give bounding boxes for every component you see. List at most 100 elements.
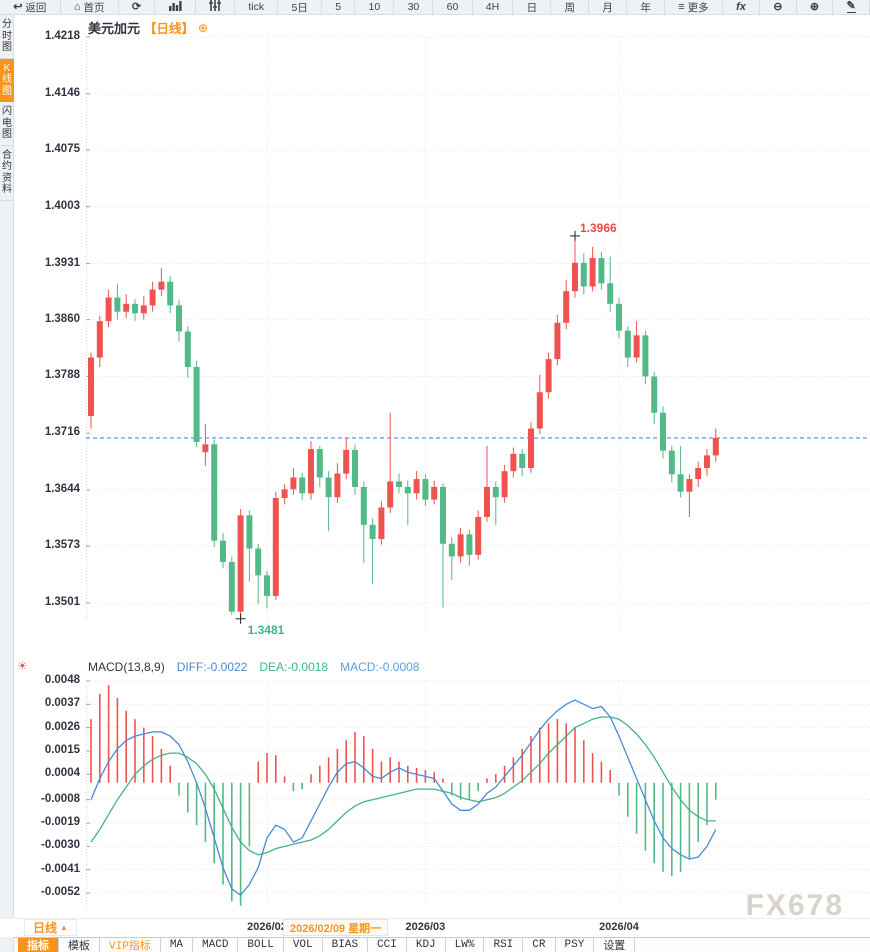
tab-templates[interactable]: 模板 <box>59 938 100 952</box>
period-10-button-label: 10 <box>368 1 381 13</box>
x-axis-row <box>0 918 870 937</box>
dropdown-up-icon: ▲ <box>60 923 68 932</box>
candlestick-chart[interactable]: 1.3966 1.3481 <box>86 15 870 655</box>
period-tick-button-label: tick <box>248 1 265 13</box>
fx-icon: fx <box>736 0 746 13</box>
zoom-in-button[interactable]: ⊕ <box>797 0 834 14</box>
tab-lwr[interactable]: LW% <box>446 938 485 952</box>
refresh-button[interactable]: ⟳ <box>119 0 156 14</box>
draw-button[interactable]: ✎ <box>833 0 870 14</box>
bar-chart-button[interactable] <box>155 0 196 14</box>
period-5-button[interactable]: 5 <box>322 0 356 14</box>
period-day-button[interactable]: 日 <box>513 0 552 14</box>
period-5d-button-label: 5日 <box>291 1 308 14</box>
period-dropdown-label: 日线 <box>33 921 58 935</box>
y-axis-tick-label: -0.0030 <box>40 839 80 852</box>
home-button[interactable]: ⌂ 首页 <box>61 0 119 14</box>
sidebar-item-contract-info[interactable]: 合 约 资 料 <box>0 146 14 201</box>
y-axis-tick-label: 1.4218 <box>44 30 80 42</box>
period-dropdown[interactable]: 日线 ▲ <box>24 919 77 936</box>
period-month-button-label: 月 <box>602 1 613 14</box>
home-button-label: 首页 <box>83 1 105 14</box>
x-axis-label: 2026/02 <box>247 921 287 933</box>
y-axis-tick-label: -0.0052 <box>40 886 80 898</box>
y-axis-tick-label: 1.3501 <box>44 596 80 608</box>
period-5-button-label: 5 <box>335 1 342 13</box>
add-icon[interactable]: ⊕ <box>198 20 209 35</box>
period-30-button[interactable]: 30 <box>394 0 434 14</box>
fx-button[interactable]: fx <box>723 0 761 14</box>
back-button[interactable]: ↩ 返回 <box>0 0 61 14</box>
macd-header: MACD(13,8,9) DIFF:-0.0022 DEA:-0.0018 MA… <box>88 660 419 674</box>
period-4h-button[interactable]: 4H <box>473 0 514 14</box>
refresh-icon: ⟳ <box>131 0 142 13</box>
tab-settings[interactable]: 设置 <box>594 938 636 952</box>
draw-icon: ✎ <box>846 0 856 13</box>
period-day-button-label: 日 <box>526 1 538 14</box>
tab-cr[interactable]: CR <box>523 938 556 952</box>
macd-macd-value: MACD:-0.0008 <box>340 660 420 674</box>
y-axis-tick-label: 0.0037 <box>44 697 80 710</box>
highlighted-date-label: 2026/02/09 星期一 <box>283 919 389 936</box>
period-week-button-label: 周 <box>564 1 576 14</box>
period-5d-button[interactable]: 5日 <box>278 0 323 14</box>
watermark: FX678 <box>745 889 844 922</box>
y-axis-tick-label: 1.3573 <box>44 539 80 552</box>
tab-psy[interactable]: PSY <box>556 938 595 952</box>
period-30-button-label: 30 <box>407 1 420 13</box>
tab-rsi[interactable]: RSI <box>484 938 524 952</box>
y-axis-tick-label: 0.0048 <box>44 674 80 686</box>
indicator-style-button[interactable] <box>196 0 236 14</box>
period-year-button[interactable]: 年 <box>627 0 666 14</box>
period-year-button-label: 年 <box>640 1 651 14</box>
sidebar-item-lightning-chart[interactable]: 闪 电 图 <box>0 102 14 146</box>
y-axis-tick-label: 1.3716 <box>44 426 80 439</box>
y-axis-tick-label: 1.3644 <box>44 483 80 496</box>
tab-macd[interactable]: MACD <box>193 938 239 952</box>
sliders-icon <box>208 0 221 14</box>
period-tick-button[interactable]: tick <box>235 0 279 14</box>
y-axis-tick-label: 1.4146 <box>44 86 80 99</box>
y-axis-tick-label: -0.0019 <box>40 816 80 829</box>
tab-cci[interactable]: CCI <box>368 938 407 952</box>
macd-dea-value: DEA:-0.0018 <box>259 660 329 674</box>
y-axis-tick-label: 1.3860 <box>44 312 80 325</box>
tab-kdj[interactable]: KDJ <box>407 938 446 952</box>
tab-vip-indicators[interactable]: VIP指标 <box>100 938 161 952</box>
back-icon: ↩ <box>13 0 23 13</box>
x-axis-label: 2026/04 <box>599 921 639 933</box>
y-axis-tick-label: -0.0008 <box>40 792 80 805</box>
y-axis-tick-label: -0.0041 <box>40 862 80 875</box>
period-10-button[interactable]: 10 <box>355 0 395 14</box>
more-button-label: 更多 <box>687 1 709 14</box>
y-axis-tick-label: 1.4075 <box>44 142 80 155</box>
zoom-out-button[interactable]: ⊖ <box>760 0 797 14</box>
tab-bias[interactable]: BIAS <box>323 938 369 952</box>
tab-boll[interactable]: BOLL <box>238 938 284 952</box>
macd-chart[interactable] <box>86 655 870 918</box>
tab-ma[interactable]: MA <box>161 938 194 952</box>
sidebar-item-time-chart[interactable]: 分 时 图 <box>0 15 14 59</box>
period-60-button[interactable]: 60 <box>433 0 473 14</box>
svg-text:1.3481: 1.3481 <box>248 623 285 637</box>
macd-settings-icon[interactable]: ☀ <box>17 659 28 673</box>
y-axis-tick-label: 1.3788 <box>44 369 80 382</box>
period-60-button-label: 60 <box>446 1 459 13</box>
tab-indicators[interactable]: 指标 <box>18 938 59 952</box>
macd-diff-value: DIFF:-0.0022 <box>176 660 248 674</box>
more-button[interactable]: ≡ 更多 <box>665 0 723 14</box>
bars-icon <box>168 0 182 14</box>
sidebar-item-kline-chart[interactable]: K 线 图 <box>0 58 14 102</box>
indicator-tab-bar: 指标 模板 VIP指标 MA MACD BOLL VOL BIAS CCI KDJ LW% RSI CR… <box>14 937 870 952</box>
x-axis-label: 2026/03 <box>405 921 446 933</box>
tab-vol[interactable]: VOL <box>284 938 323 952</box>
period-tag: 【日线】 <box>144 22 195 36</box>
period-month-button[interactable]: 月 <box>589 0 628 14</box>
y-axis-tick-label: 0.0015 <box>44 743 80 756</box>
y-axis-tick-label: 0.0004 <box>44 767 80 780</box>
period-week-button[interactable]: 周 <box>551 0 590 14</box>
symbol-name: 美元加元 <box>88 21 141 36</box>
y-axis-tick-label: 0.0026 <box>44 720 80 733</box>
